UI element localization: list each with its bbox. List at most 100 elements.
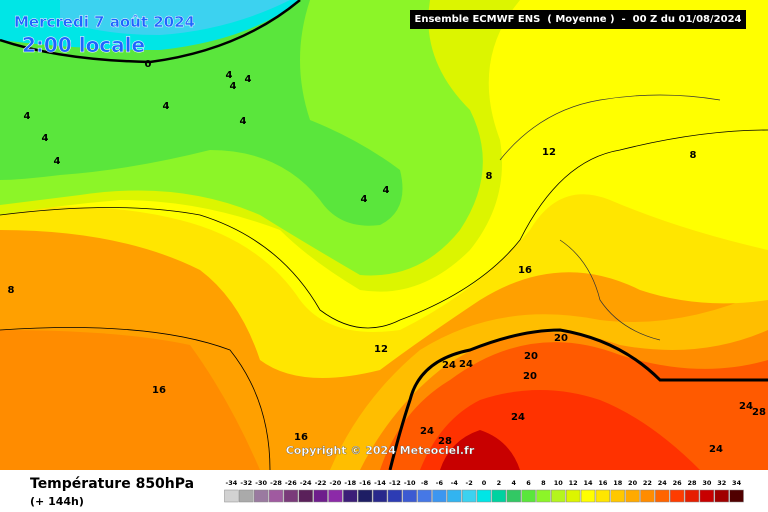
color-bar-label: 4	[511, 479, 516, 487]
color-swatch	[417, 489, 432, 503]
contour-label: 28	[438, 436, 452, 447]
color-swatch	[729, 489, 744, 503]
color-bar-label: -14	[374, 479, 386, 487]
color-swatch	[387, 489, 403, 503]
color-swatch	[476, 489, 492, 503]
color-bar-label: -18	[344, 479, 356, 487]
color-swatch	[655, 489, 670, 503]
contour-label: 4	[240, 116, 247, 127]
color-bar-label: -34	[226, 479, 238, 487]
contour-label: 20	[523, 371, 537, 382]
color-bar: -34 -32 -30 -28 -26 -24 -22 -20 -18 -16 -14 -12 -10-…	[224, 479, 744, 503]
color-swatch	[521, 489, 536, 503]
contour-label: 24	[739, 401, 753, 412]
color-swatch	[714, 489, 729, 503]
color-bar-label: 10	[554, 479, 564, 487]
run-info: Ensemble ECMWF ENS ( Moyenne ) - 00 Z du…	[415, 14, 742, 25]
contour-label: 4	[163, 101, 170, 112]
color-swatch	[239, 489, 254, 503]
color-bar-label: -12	[389, 479, 401, 487]
lead-time: (+ 144h)	[30, 495, 84, 508]
color-bar-label: -2	[466, 479, 473, 487]
contour-label: 16	[152, 385, 166, 396]
contour-label: 16	[518, 265, 532, 276]
color-bar-label: -10	[404, 479, 416, 487]
color-swatch	[610, 489, 625, 503]
color-bar-label: -8	[421, 479, 429, 487]
contour-label: 24	[442, 360, 456, 371]
color-bar-label: 20	[628, 479, 638, 487]
contour-label: 4	[42, 133, 49, 144]
color-swatch	[461, 489, 477, 503]
color-swatch	[313, 489, 328, 503]
color-bar-label: 24	[658, 479, 668, 487]
contour-label: 20	[554, 333, 568, 344]
date: Mercredi 7 août 2024	[14, 13, 195, 31]
color-bar-label: -22	[315, 479, 327, 487]
color-swatch	[699, 489, 715, 503]
contour-label: 24	[459, 359, 473, 370]
color-swatch	[551, 489, 566, 503]
color-swatch	[565, 489, 581, 503]
color-bar-label: 16	[598, 479, 608, 487]
color-swatch	[343, 489, 358, 503]
color-swatch	[432, 489, 447, 503]
color-swatch	[536, 489, 551, 503]
color-swatch	[283, 489, 299, 503]
contour-label: 4	[226, 70, 233, 81]
contour-label: 12	[542, 147, 556, 158]
color-bar-label: 26	[673, 479, 683, 487]
color-swatch	[506, 489, 521, 503]
color-bar-label: -26	[285, 479, 297, 487]
contour-label: 12	[374, 344, 388, 355]
color-swatch	[357, 489, 373, 503]
color-bar-label: -30	[255, 479, 267, 487]
run-box	[410, 10, 746, 29]
contour-label: 24	[709, 444, 723, 455]
color-bar-label: -32	[240, 479, 252, 487]
color-swatch	[268, 489, 284, 503]
color-swatch	[640, 489, 655, 503]
contour-label: 8	[690, 150, 697, 161]
color-bar-label: -16	[359, 479, 371, 487]
legend-title: Température 850hPa	[30, 476, 194, 492]
color-bar-label: 6	[526, 479, 531, 487]
contour-label: 4	[24, 111, 31, 122]
color-bar-label: -24	[300, 479, 312, 487]
color-swatch	[684, 489, 700, 503]
color-bar-label: 28	[687, 479, 697, 487]
contour-label: 4	[54, 156, 61, 167]
color-swatch	[224, 489, 239, 503]
color-swatch	[253, 489, 269, 503]
map	[0, 0, 768, 471]
contour-label: 4	[245, 74, 252, 85]
color-bar-label: 18	[613, 479, 623, 487]
color-swatch	[372, 489, 388, 503]
contour-label: 16	[294, 432, 308, 443]
contour-label: 4	[383, 185, 390, 196]
color-swatch	[625, 489, 640, 503]
color-bar-label: 32	[717, 479, 726, 487]
color-bar-label: 30	[702, 479, 712, 487]
color-bar-label: 2	[497, 479, 502, 487]
color-swatch	[595, 489, 611, 503]
color-bar-label: -6	[436, 479, 444, 487]
color-swatch	[402, 489, 417, 503]
color-bar-label: -20	[330, 479, 342, 487]
copyright: Copyright © 2024 Meteociel.fr	[286, 444, 475, 457]
contour-label: 8	[8, 285, 15, 296]
color-swatch	[298, 489, 313, 503]
contour-label: 0	[145, 59, 152, 70]
color-bar-label: 14	[583, 479, 593, 487]
contour-label: 24	[511, 412, 525, 423]
contour-label: 4	[230, 81, 237, 92]
time: 2:00 locale	[22, 33, 145, 57]
color-bar-label: 22	[643, 479, 652, 487]
color-bar-label: 0	[482, 479, 487, 487]
color-bar-label: -28	[270, 479, 282, 487]
contour-label: 24	[420, 426, 434, 437]
contour-label: 4	[361, 194, 368, 205]
color-bar-label: 34	[732, 479, 742, 487]
color-swatch	[580, 489, 596, 503]
color-swatch	[491, 489, 507, 503]
